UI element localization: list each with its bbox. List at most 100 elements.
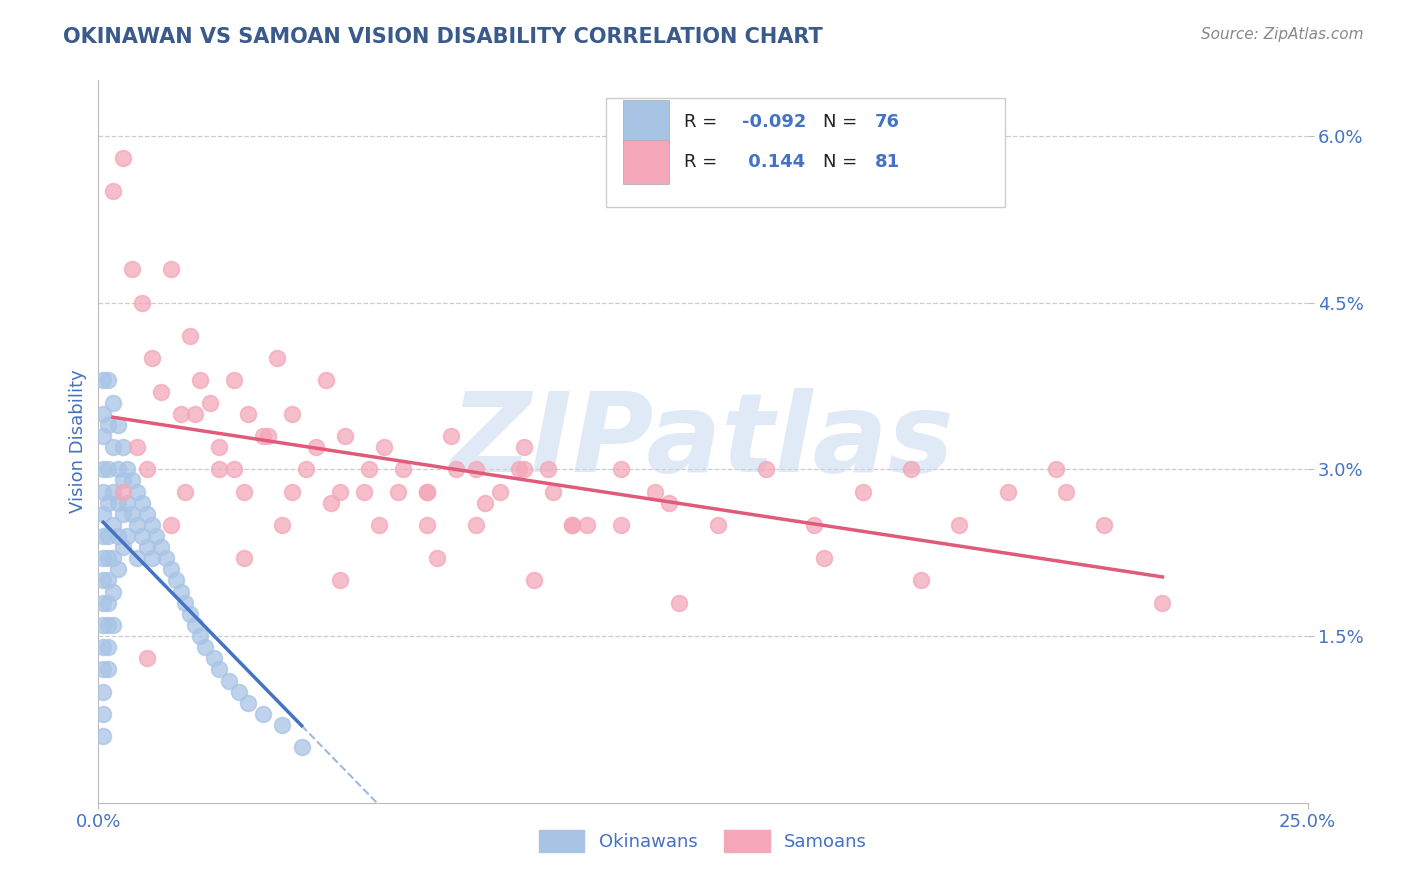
Point [111,151,134,165]
Point [271,517,294,532]
Point [474,496,496,510]
Point [368,517,391,532]
Point [145,529,167,543]
Point [222,373,245,387]
Point [160,517,183,532]
Text: N =: N = [823,112,863,131]
Point [155,551,177,566]
Point [131,529,153,543]
Point [127,484,149,499]
Point [541,484,564,499]
Point [208,662,231,676]
Point [135,462,157,476]
Point [208,440,231,454]
Point [160,562,183,576]
Point [668,596,690,610]
Point [97,551,120,566]
Point [135,651,157,665]
Point [416,484,439,499]
Point [610,517,633,532]
Point [135,507,157,521]
Point [440,429,463,443]
Point [121,474,143,488]
Text: 81: 81 [875,153,900,170]
Point [127,440,149,454]
Point [706,517,728,532]
Point [252,429,274,443]
Point [101,618,124,632]
Point [127,517,149,532]
Point [232,551,254,566]
Point [508,462,530,476]
Point [91,618,114,632]
Point [111,440,134,454]
Point [513,440,536,454]
Point [910,574,932,588]
Point [141,351,163,366]
Point [97,574,120,588]
Point [1054,484,1077,499]
Point [561,517,583,532]
Point [1094,517,1116,532]
Point [101,517,124,532]
Y-axis label: Vision Disability: Vision Disability [69,369,87,514]
Point [169,584,191,599]
FancyBboxPatch shape [623,100,669,144]
Point [464,517,486,532]
Point [852,484,875,499]
Point [91,407,114,421]
Point [165,574,187,588]
Text: ZIPatlas: ZIPatlas [451,388,955,495]
Point [561,517,583,532]
Point [281,407,304,421]
Point [256,429,278,443]
Text: 0.144: 0.144 [742,153,804,170]
Point [228,684,250,698]
Point [111,484,134,499]
Text: 76: 76 [875,112,900,131]
Point [315,373,337,387]
FancyBboxPatch shape [623,139,669,184]
Point [271,718,294,732]
Point [194,640,217,655]
Point [101,395,124,409]
Point [329,484,352,499]
Point [91,574,114,588]
Point [97,462,120,476]
Point [204,651,226,665]
Point [150,540,173,554]
Point [141,517,163,532]
Point [160,262,183,277]
Point [101,185,124,199]
Point [101,584,124,599]
Point [644,484,666,499]
Point [755,462,778,476]
Point [91,640,114,655]
Point [523,574,546,588]
Point [117,529,139,543]
Point [252,706,274,721]
Point [281,484,304,499]
Point [222,462,245,476]
Point [91,684,114,698]
Point [111,474,134,488]
Point [135,540,157,554]
Point [1152,596,1174,610]
Point [184,407,207,421]
Point [238,407,260,421]
Point [150,384,173,399]
Legend: Okinawans, Samoans: Okinawans, Samoans [531,822,875,859]
Point [489,484,512,499]
Point [97,640,120,655]
Point [208,462,231,476]
Point [121,507,143,521]
Point [141,551,163,566]
Point [446,462,468,476]
Point [121,262,143,277]
Point [232,484,254,499]
Point [107,496,129,510]
Point [111,540,134,554]
Point [416,517,439,532]
Point [238,696,260,710]
Point [658,496,681,510]
